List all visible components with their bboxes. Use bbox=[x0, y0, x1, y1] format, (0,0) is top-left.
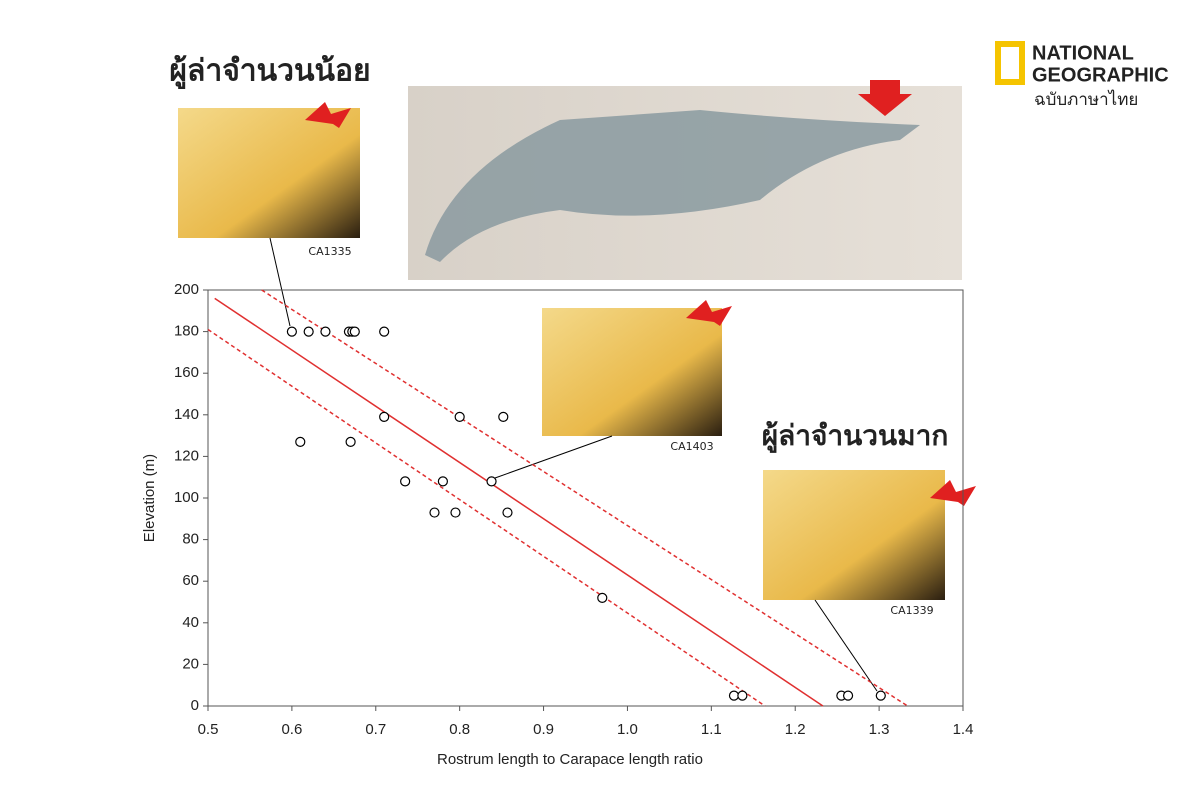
photo-label: CA1339 bbox=[890, 604, 933, 617]
connector bbox=[814, 599, 878, 692]
x-tick-label: 1.4 bbox=[953, 721, 974, 738]
logo-frame bbox=[995, 41, 1025, 85]
y-axis-title: Elevation (m) bbox=[141, 454, 158, 542]
arrow bbox=[686, 300, 732, 326]
x-tick-label: 1.2 bbox=[785, 721, 806, 738]
point bbox=[320, 326, 331, 337]
label-few: ผู้ล่าจำนวนน้อย bbox=[169, 54, 370, 90]
shrimp-body bbox=[425, 110, 920, 262]
point bbox=[349, 326, 360, 337]
point bbox=[728, 690, 740, 701]
point bbox=[486, 476, 497, 487]
point bbox=[379, 411, 390, 422]
point bbox=[597, 592, 608, 603]
arrow bbox=[930, 480, 976, 506]
point bbox=[737, 690, 748, 701]
point bbox=[429, 507, 440, 518]
fit-line bbox=[261, 289, 909, 707]
connector bbox=[269, 237, 291, 327]
logo-text: NATIONAL bbox=[1032, 42, 1134, 64]
point bbox=[450, 507, 461, 518]
point bbox=[400, 476, 411, 487]
x-tick-label: 0.5 bbox=[198, 721, 219, 738]
y-tick-label: 40 bbox=[182, 614, 199, 631]
photo bbox=[178, 108, 360, 238]
y-tick-label: 100 bbox=[174, 489, 199, 506]
plot: 0.5 0.6 0.7 0.8 0.9 1.0 1.1 1.2 1.3 1.4 0 20 40 60 80 1… bbox=[174, 281, 973, 738]
x-tick-label: 0.7 bbox=[365, 721, 386, 738]
point bbox=[502, 507, 513, 518]
x-tick-label: 1.3 bbox=[869, 721, 890, 738]
photo bbox=[542, 308, 722, 436]
point bbox=[842, 690, 854, 701]
arrow bbox=[858, 80, 912, 116]
y-tick-label: 80 bbox=[182, 531, 199, 548]
connector bbox=[494, 435, 613, 479]
y-tick-label: 160 bbox=[174, 364, 199, 381]
x-tick-label: 1.0 bbox=[617, 721, 638, 738]
x-tick-label: 1.1 bbox=[701, 721, 722, 738]
point bbox=[875, 690, 886, 701]
y-tick-label: 0 bbox=[191, 697, 199, 714]
point bbox=[498, 411, 509, 422]
logo-text: ฉบับภาษาไทย bbox=[1034, 89, 1138, 110]
fit-line bbox=[207, 328, 766, 707]
photo-label: CA1403 bbox=[670, 440, 713, 453]
photo-label: CA1335 bbox=[308, 245, 351, 258]
arrow bbox=[305, 102, 351, 128]
logo-text: GEOGRAPHIC bbox=[1032, 64, 1169, 86]
point bbox=[286, 326, 297, 337]
y-tick-label: 20 bbox=[182, 655, 199, 672]
point bbox=[303, 326, 314, 337]
point bbox=[295, 436, 306, 447]
fit-line bbox=[214, 297, 824, 707]
point bbox=[345, 436, 356, 447]
label-many: ผู้ล่าจำนวนมาก bbox=[762, 419, 949, 453]
x-tick-label: 0.8 bbox=[449, 721, 470, 738]
y-tick-label: 200 bbox=[174, 281, 199, 298]
point bbox=[454, 411, 465, 422]
y-tick-label: 180 bbox=[174, 323, 199, 340]
point bbox=[379, 326, 390, 337]
y-tick-label: 120 bbox=[174, 447, 199, 464]
y-tick-label: 60 bbox=[182, 572, 199, 589]
x-tick-label: 0.9 bbox=[533, 721, 554, 738]
x-tick-label: 0.6 bbox=[281, 721, 302, 738]
y-tick-label: 140 bbox=[174, 406, 199, 423]
x-axis-title: Rostrum length to Carapace length ratio bbox=[437, 751, 703, 768]
point bbox=[437, 476, 448, 487]
photo bbox=[763, 470, 945, 600]
